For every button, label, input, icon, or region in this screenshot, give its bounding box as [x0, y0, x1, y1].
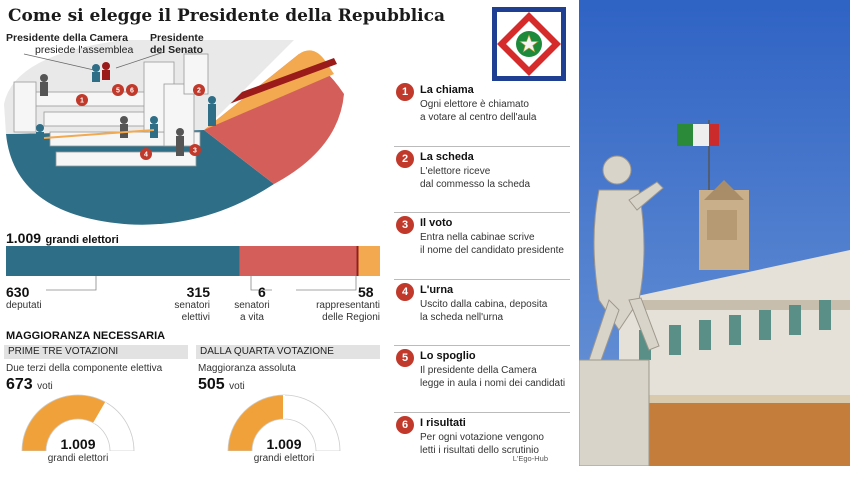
step-desc: Uscito dalla cabina, deposita la scheda … [420, 298, 547, 324]
marker-5: 5 [116, 88, 120, 95]
fourth-gauge-label: grandi elettori [244, 453, 324, 465]
marker-3: 3 [193, 148, 197, 155]
step-number: 3 [396, 216, 414, 234]
step-title: L'urna [420, 284, 453, 296]
marker-1: 1 [80, 98, 84, 105]
step-desc: Il presidente della Camera legge in aula… [420, 364, 565, 390]
first-votes-threshold: 673 voti [6, 376, 53, 394]
step-desc: Per ogni votazione vengono letti i risul… [420, 431, 544, 457]
fourth-gauge-value: 1.009 [254, 436, 314, 452]
step-number: 6 [396, 416, 414, 434]
step-desc: Ogni elettore è chiamato a votare al cen… [420, 98, 536, 124]
senate-president-label-2: del Senato [150, 44, 203, 56]
step-1: 1 La chiama Ogni elettore è chiamato a v… [394, 80, 570, 147]
step-title: Lo spoglio [420, 350, 476, 362]
step-4: 4 L'urna Uscito dalla cabina, deposita l… [394, 280, 570, 347]
camera-president-sub: presiede l'assemblea [35, 44, 133, 56]
senatori-label: senatori elettivi [160, 300, 210, 324]
first-gauge-value: 1.009 [48, 436, 108, 452]
quirinale-photo [579, 0, 850, 466]
marker-6: 6 [130, 88, 134, 95]
first-votes-band: PRIME TRE VOTAZIONI [4, 345, 188, 359]
electors-bar [6, 246, 380, 276]
step-number: 1 [396, 83, 414, 101]
page-title: Come si elegge il Presidente della Repub… [8, 6, 445, 26]
step-number: 5 [396, 349, 414, 367]
step-desc: L'elettore riceve dal commesso la scheda [420, 165, 530, 191]
step-number: 4 [396, 283, 414, 301]
infographic: Come si elegge il Presidente della Repub… [0, 0, 850, 466]
marker-2: 2 [197, 88, 201, 95]
step-6: 6 I risultati Per ogni votazione vengono… [394, 413, 570, 479]
credit: L'Ego-Hub [513, 454, 548, 463]
deputati-value: 630 [6, 284, 29, 300]
step-3: 3 Il voto Entra nella cabinae scrive il … [394, 213, 570, 280]
vita-label: senatori a vita [232, 300, 272, 324]
step-title: La chiama [420, 84, 474, 96]
fourth-vote-desc: Maggioranza assoluta [198, 363, 296, 375]
electors-bar-segment-1 [240, 246, 357, 276]
step-desc: Entra nella cabinae scrive il nome del c… [420, 231, 564, 257]
regioni-value: 58 [358, 284, 374, 300]
electors-bar-segment-0 [6, 246, 240, 276]
step-title: La scheda [420, 151, 474, 163]
step-2: 2 La scheda L'elettore riceve dal commes… [394, 147, 570, 214]
fourth-vote-threshold: 505 voti [198, 376, 245, 394]
senate-president-label: Presidente [150, 32, 204, 44]
steps-list: 1 La chiama Ogni elettore è chiamato a v… [394, 80, 570, 479]
step-title: Il voto [420, 217, 452, 229]
step-number: 2 [396, 150, 414, 168]
deputati-label: deputati [6, 300, 42, 312]
hemicycle-illustration: 1 2 3 4 5 6 [4, 34, 349, 230]
senatori-value: 315 [180, 284, 210, 300]
first-votes-desc: Due terzi della componente elettiva [6, 363, 162, 375]
electors-bar-segment-2 [356, 246, 358, 276]
fourth-vote-band: DALLA QUARTA VOTAZIONE [196, 345, 380, 359]
marker-4: 4 [144, 152, 148, 159]
step-title: I risultati [420, 417, 466, 429]
majority-heading: MAGGIORANZA NECESSARIA [6, 330, 165, 342]
first-gauge-label: grandi elettori [38, 453, 118, 465]
electors-bar-segment-3 [359, 246, 380, 276]
presidential-flag-emblem [492, 7, 566, 81]
vita-value: 6 [258, 284, 266, 300]
regioni-label: rappresentanti delle Regioni [300, 300, 380, 324]
camera-president-label: Presidente della Camera [6, 32, 128, 44]
step-5: 5 Lo spoglio Il presidente della Camera … [394, 346, 570, 413]
